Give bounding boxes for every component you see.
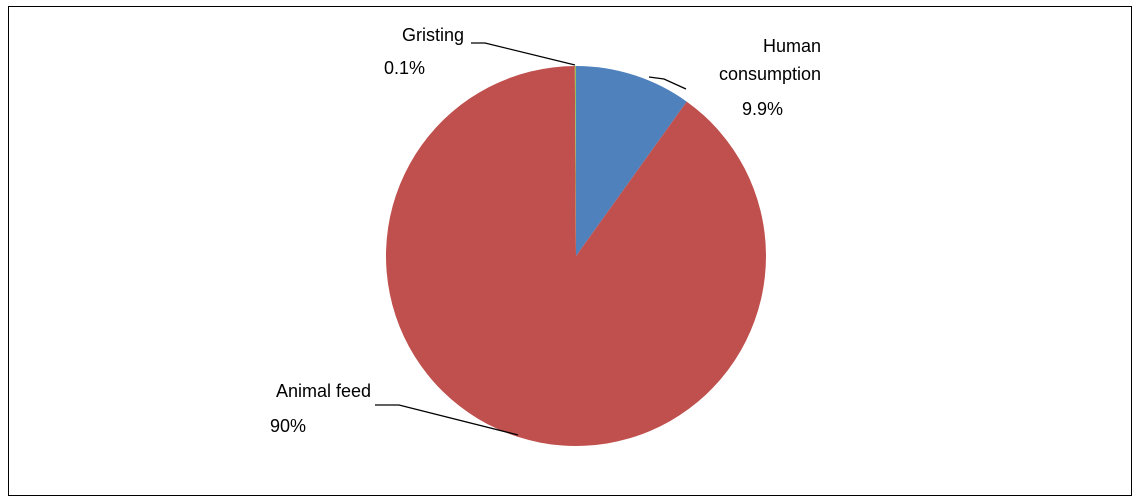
pie-slices [385, 65, 766, 446]
data-label-name-gristing: Gristing [402, 25, 464, 45]
leader-line-animal-feed [375, 404, 519, 436]
leader-line-gristing [471, 42, 576, 66]
data-label-name-human-consumption-line-2: consumption [719, 64, 821, 84]
data-labels: Human consumption 9.9% Animal feed 90% Gristi… [270, 25, 821, 436]
data-label-name-human-consumption-line-1: Human [763, 36, 821, 56]
chart-frame: Human consumption 9.9% Animal feed 90% Gristi… [8, 6, 1132, 496]
pie-chart: Human consumption 9.9% Animal feed 90% Gristi… [270, 25, 821, 446]
pie-slice-gristing [574, 65, 576, 256]
data-label-value-animal-feed: 90% [270, 416, 306, 436]
leader-line-human-consumption [648, 76, 687, 90]
data-label-name-animal-feed: Animal feed [276, 381, 371, 401]
leader-lines [375, 42, 687, 436]
pie-slice-animal-feed [385, 66, 766, 446]
data-label-value-human-consumption: 9.9% [742, 99, 783, 119]
pie-slice-human-consumption [576, 66, 687, 256]
data-label-value-gristing: 0.1% [384, 58, 425, 78]
